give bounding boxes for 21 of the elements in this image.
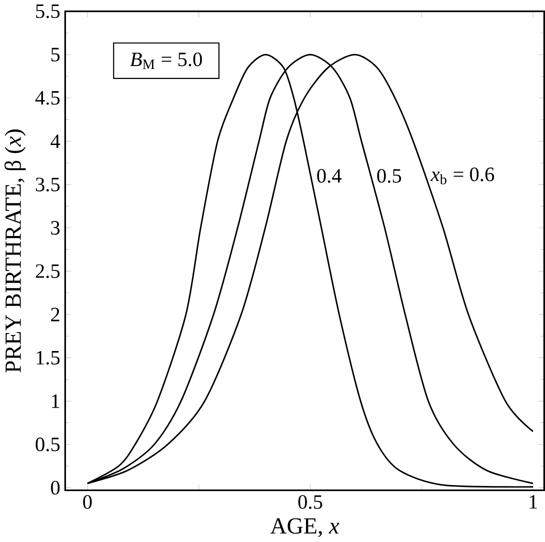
series-label: 0.4 (317, 169, 342, 184)
y-tick-label: 0 (50, 481, 60, 495)
y-tick-label: 3.5 (36, 178, 60, 192)
y-tick-label: 3 (51, 221, 60, 235)
series-label: x$_{b}$ = 0.6 (430, 168, 494, 185)
series-label: 0.5 (377, 169, 402, 184)
y-tick-label: 0.5 (36, 438, 60, 452)
y-tick-label: 5 (51, 48, 60, 62)
y-tick-label: 4.5 (35, 91, 60, 106)
y-tick-label: 2.5 (36, 264, 60, 278)
x-tick-label: 0.5 (298, 495, 322, 510)
y-axis-title: PREY BIRTHRATE, β (x) (4, 130, 26, 373)
y-tick-label: 1.5 (36, 351, 60, 365)
y-tick-label: 1 (52, 394, 60, 408)
annotation: B$_{M}$ = 5.0 (130, 52, 202, 70)
y-tick-label: 4 (50, 134, 60, 148)
y-tick-label: 2 (51, 308, 60, 322)
y-tick-label: 5.5 (36, 4, 60, 18)
x-axis-title: AGE, x (270, 518, 340, 538)
x-tick-label: 0 (83, 495, 92, 510)
x-tick-label: 1 (530, 495, 537, 509)
